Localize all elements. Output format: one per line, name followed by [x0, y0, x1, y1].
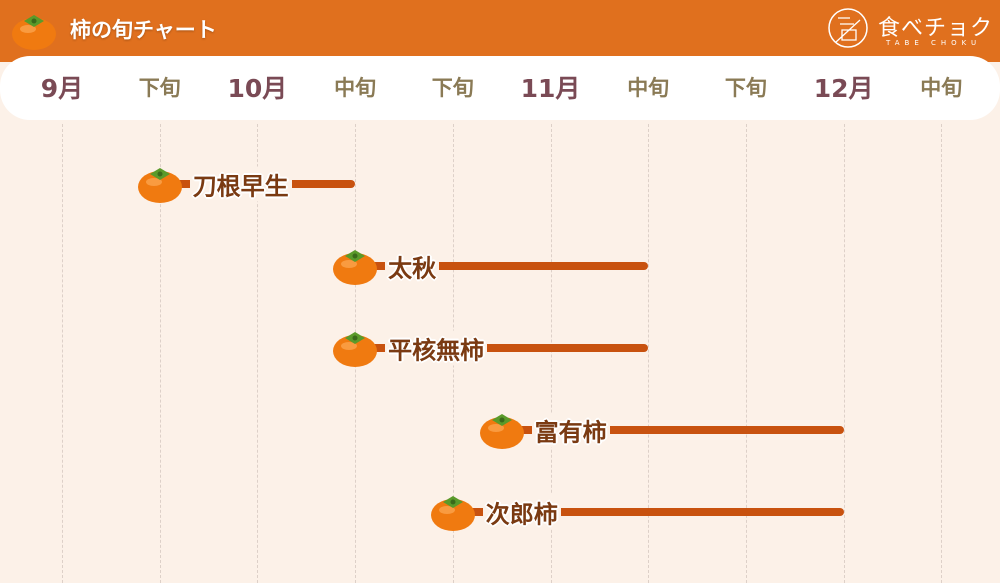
tick-label: 下旬	[724, 76, 767, 100]
tick-label: 中旬	[334, 76, 377, 100]
grid-line	[941, 124, 943, 583]
variety-label: 次郎柿	[482, 494, 561, 530]
tabechoku-logo: 食べチョク TABE CHOKU	[826, 6, 996, 52]
tick-label: 9月	[40, 74, 84, 103]
tick-label: 中旬	[627, 76, 670, 100]
persimmon-icon	[333, 250, 378, 285]
grid-line	[745, 124, 747, 583]
persimmon-icon	[430, 496, 475, 531]
grid-line	[62, 124, 63, 583]
season-bar	[452, 508, 844, 516]
chart-title: 柿の旬チャート	[70, 18, 217, 42]
season-bar	[355, 262, 649, 270]
logo-text: 食べチョク	[878, 16, 994, 41]
persimmon-icon	[137, 168, 182, 203]
header-bar: 柿の旬チャート 食べチョク TABE CHOKU	[0, 0, 1000, 62]
grid-line	[550, 124, 552, 583]
grid-line	[648, 124, 650, 583]
logo-emblem-icon	[828, 8, 868, 48]
season-bar	[501, 426, 844, 434]
variety-label: 太秋	[385, 248, 440, 284]
tick-label: 12月	[813, 74, 874, 103]
logo-subtext: TABE CHOKU	[886, 39, 982, 47]
tick-label: 下旬	[431, 76, 474, 100]
tick-label: 中旬	[920, 76, 963, 100]
timeline-axis	[0, 56, 1000, 120]
variety-label: 刀根早生	[189, 166, 292, 202]
persimmon-icon	[12, 15, 56, 50]
persimmon-icon	[479, 414, 524, 449]
tick-label: 10月	[227, 74, 288, 103]
persimmon-icon	[333, 332, 378, 367]
variety-label: 平核無柿	[385, 330, 488, 366]
tick-label: 下旬	[138, 76, 181, 100]
season-bar	[355, 344, 649, 352]
grid-line	[159, 124, 161, 583]
grid-line	[843, 124, 845, 583]
tick-label: 11月	[520, 74, 581, 103]
variety-label: 富有柿	[531, 412, 610, 448]
grid-line	[257, 124, 259, 583]
